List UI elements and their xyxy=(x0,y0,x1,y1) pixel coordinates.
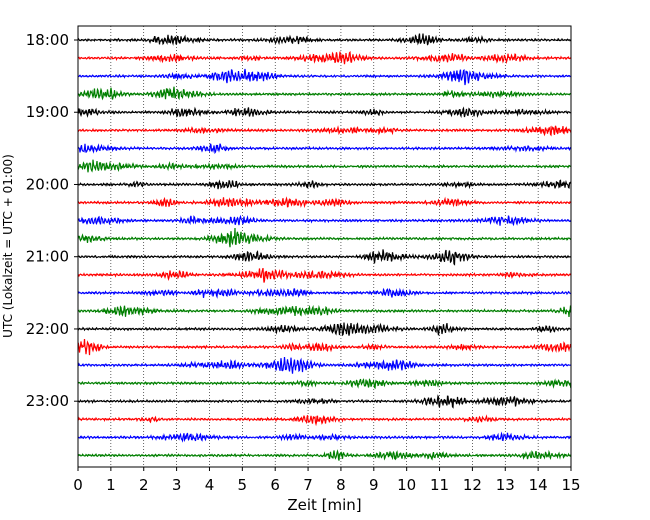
trace-19:30 xyxy=(77,143,572,155)
y-axis-label: UTC (Lokalzeit = UTC + 01:00) xyxy=(1,154,15,338)
x-tick-label-7: 7 xyxy=(303,476,313,494)
x-tick-label-0: 0 xyxy=(73,476,83,494)
x-axis-label: Zeit [min] xyxy=(287,496,361,514)
trace-18:15 xyxy=(77,50,572,65)
trace-20:00 xyxy=(77,179,572,190)
trace-22:30 xyxy=(77,356,572,374)
trace-22:45 xyxy=(77,378,572,390)
x-tick-label-15: 15 xyxy=(561,476,580,494)
trace-23:00 xyxy=(77,394,572,409)
x-tick-label-4: 4 xyxy=(205,476,215,494)
x-tick-label-11: 11 xyxy=(430,476,449,494)
trace-20:45 xyxy=(77,228,572,248)
trace-23:30 xyxy=(77,431,572,443)
x-tick-label-10: 10 xyxy=(397,476,416,494)
y-tick-label-19:00: 19:00 xyxy=(26,103,69,121)
trace-19:45 xyxy=(77,159,572,173)
trace-18:00 xyxy=(77,33,572,46)
trace-20:30 xyxy=(77,214,572,227)
seismic-traces xyxy=(77,33,572,461)
plot-frame xyxy=(77,25,572,468)
y-tick-label-22:00: 22:00 xyxy=(26,320,69,338)
x-tick-label-5: 5 xyxy=(238,476,248,494)
x-tick-label-8: 8 xyxy=(336,476,346,494)
x-tick-label-14: 14 xyxy=(529,476,548,494)
y-tick-label-21:00: 21:00 xyxy=(26,248,69,266)
trace-18:30 xyxy=(77,68,572,86)
x-tick-label-12: 12 xyxy=(463,476,482,494)
trace-22:00 xyxy=(77,322,572,337)
trace-21:45 xyxy=(77,304,572,318)
trace-20:15 xyxy=(77,196,572,209)
y-tick-label-18:00: 18:00 xyxy=(26,31,69,49)
x-tick-label-3: 3 xyxy=(172,476,182,494)
y-tick-label-23:00: 23:00 xyxy=(26,392,69,410)
trace-21:15 xyxy=(77,267,572,283)
x-tick-label-1: 1 xyxy=(106,476,116,494)
trace-19:15 xyxy=(77,125,572,137)
x-tick-label-6: 6 xyxy=(270,476,280,494)
trace-18:45 xyxy=(77,86,572,101)
x-tick-label-13: 13 xyxy=(496,476,515,494)
x-tick-label-2: 2 xyxy=(139,476,149,494)
trace-19:00 xyxy=(77,106,572,119)
trace-23:15 xyxy=(77,414,572,427)
x-axis-ticks: 0 1 2 3 4 5 6 7 8 9 10 11 12 13 14 15 xyxy=(73,467,581,494)
trace-21:00 xyxy=(77,249,572,266)
trace-21:30 xyxy=(77,287,572,299)
x-tick-label-9: 9 xyxy=(369,476,379,494)
y-axis-ticks: 18:00 19:00 20:00 21:00 22:00 23:00 xyxy=(26,31,78,410)
trace-22:15 xyxy=(77,338,572,356)
trace-23:45 xyxy=(77,449,572,461)
y-tick-label-20:00: 20:00 xyxy=(26,175,69,193)
